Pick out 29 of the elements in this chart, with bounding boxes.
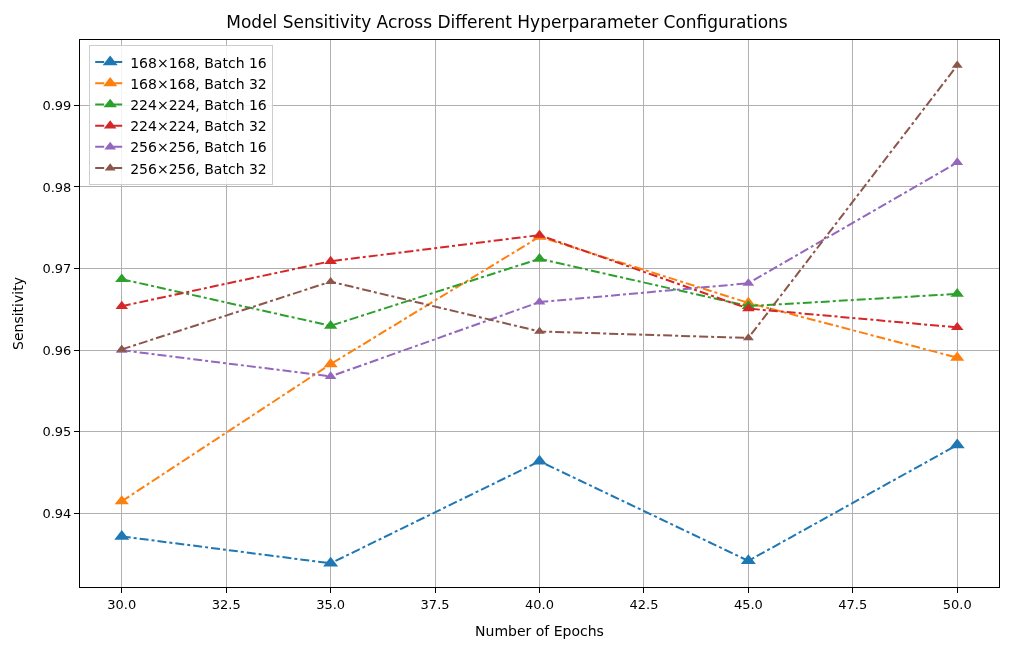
x-tick-label: 50.0 [942, 596, 972, 612]
y-tick-label: 0.94 [42, 506, 72, 522]
legend-label: 168×168, Batch 16 [130, 54, 267, 71]
point [534, 326, 545, 334]
x-tick-label: 30.0 [107, 596, 137, 612]
x-tick-label: 35.0 [316, 596, 346, 612]
y-tick-label: 0.99 [42, 97, 72, 113]
y-tick-label: 0.97 [42, 261, 72, 277]
legend-label: 168×168, Batch 32 [130, 75, 267, 92]
legend-label: 256×256, Batch 32 [130, 160, 267, 177]
y-axis-title: Sensitivity [10, 277, 27, 350]
point [325, 276, 337, 285]
y-tick-label: 0.96 [42, 342, 72, 358]
chart-title: Model Sensitivity Across Different Hyperparameter Configurations [226, 12, 788, 33]
y-tick-label: 0.98 [42, 179, 72, 195]
point [115, 273, 129, 283]
y-tick-label: 0.95 [42, 424, 72, 440]
x-tick-label: 47.5 [838, 596, 868, 612]
legend-label: 256×256, Batch 16 [130, 139, 267, 156]
x-tick-label: 45.0 [733, 596, 763, 612]
x-tick-label: 42.5 [629, 596, 659, 612]
x-tick-label: 32.5 [211, 596, 241, 612]
legend-label: 224×224, Batch 16 [130, 96, 267, 113]
x-axis-title: Number of Epochs [475, 622, 604, 639]
x-tick-label: 40.0 [525, 596, 554, 612]
legend-label: 224×224, Batch 32 [130, 118, 267, 135]
x-tick-label: 37.5 [420, 596, 450, 612]
point [323, 357, 338, 368]
point [950, 321, 964, 331]
